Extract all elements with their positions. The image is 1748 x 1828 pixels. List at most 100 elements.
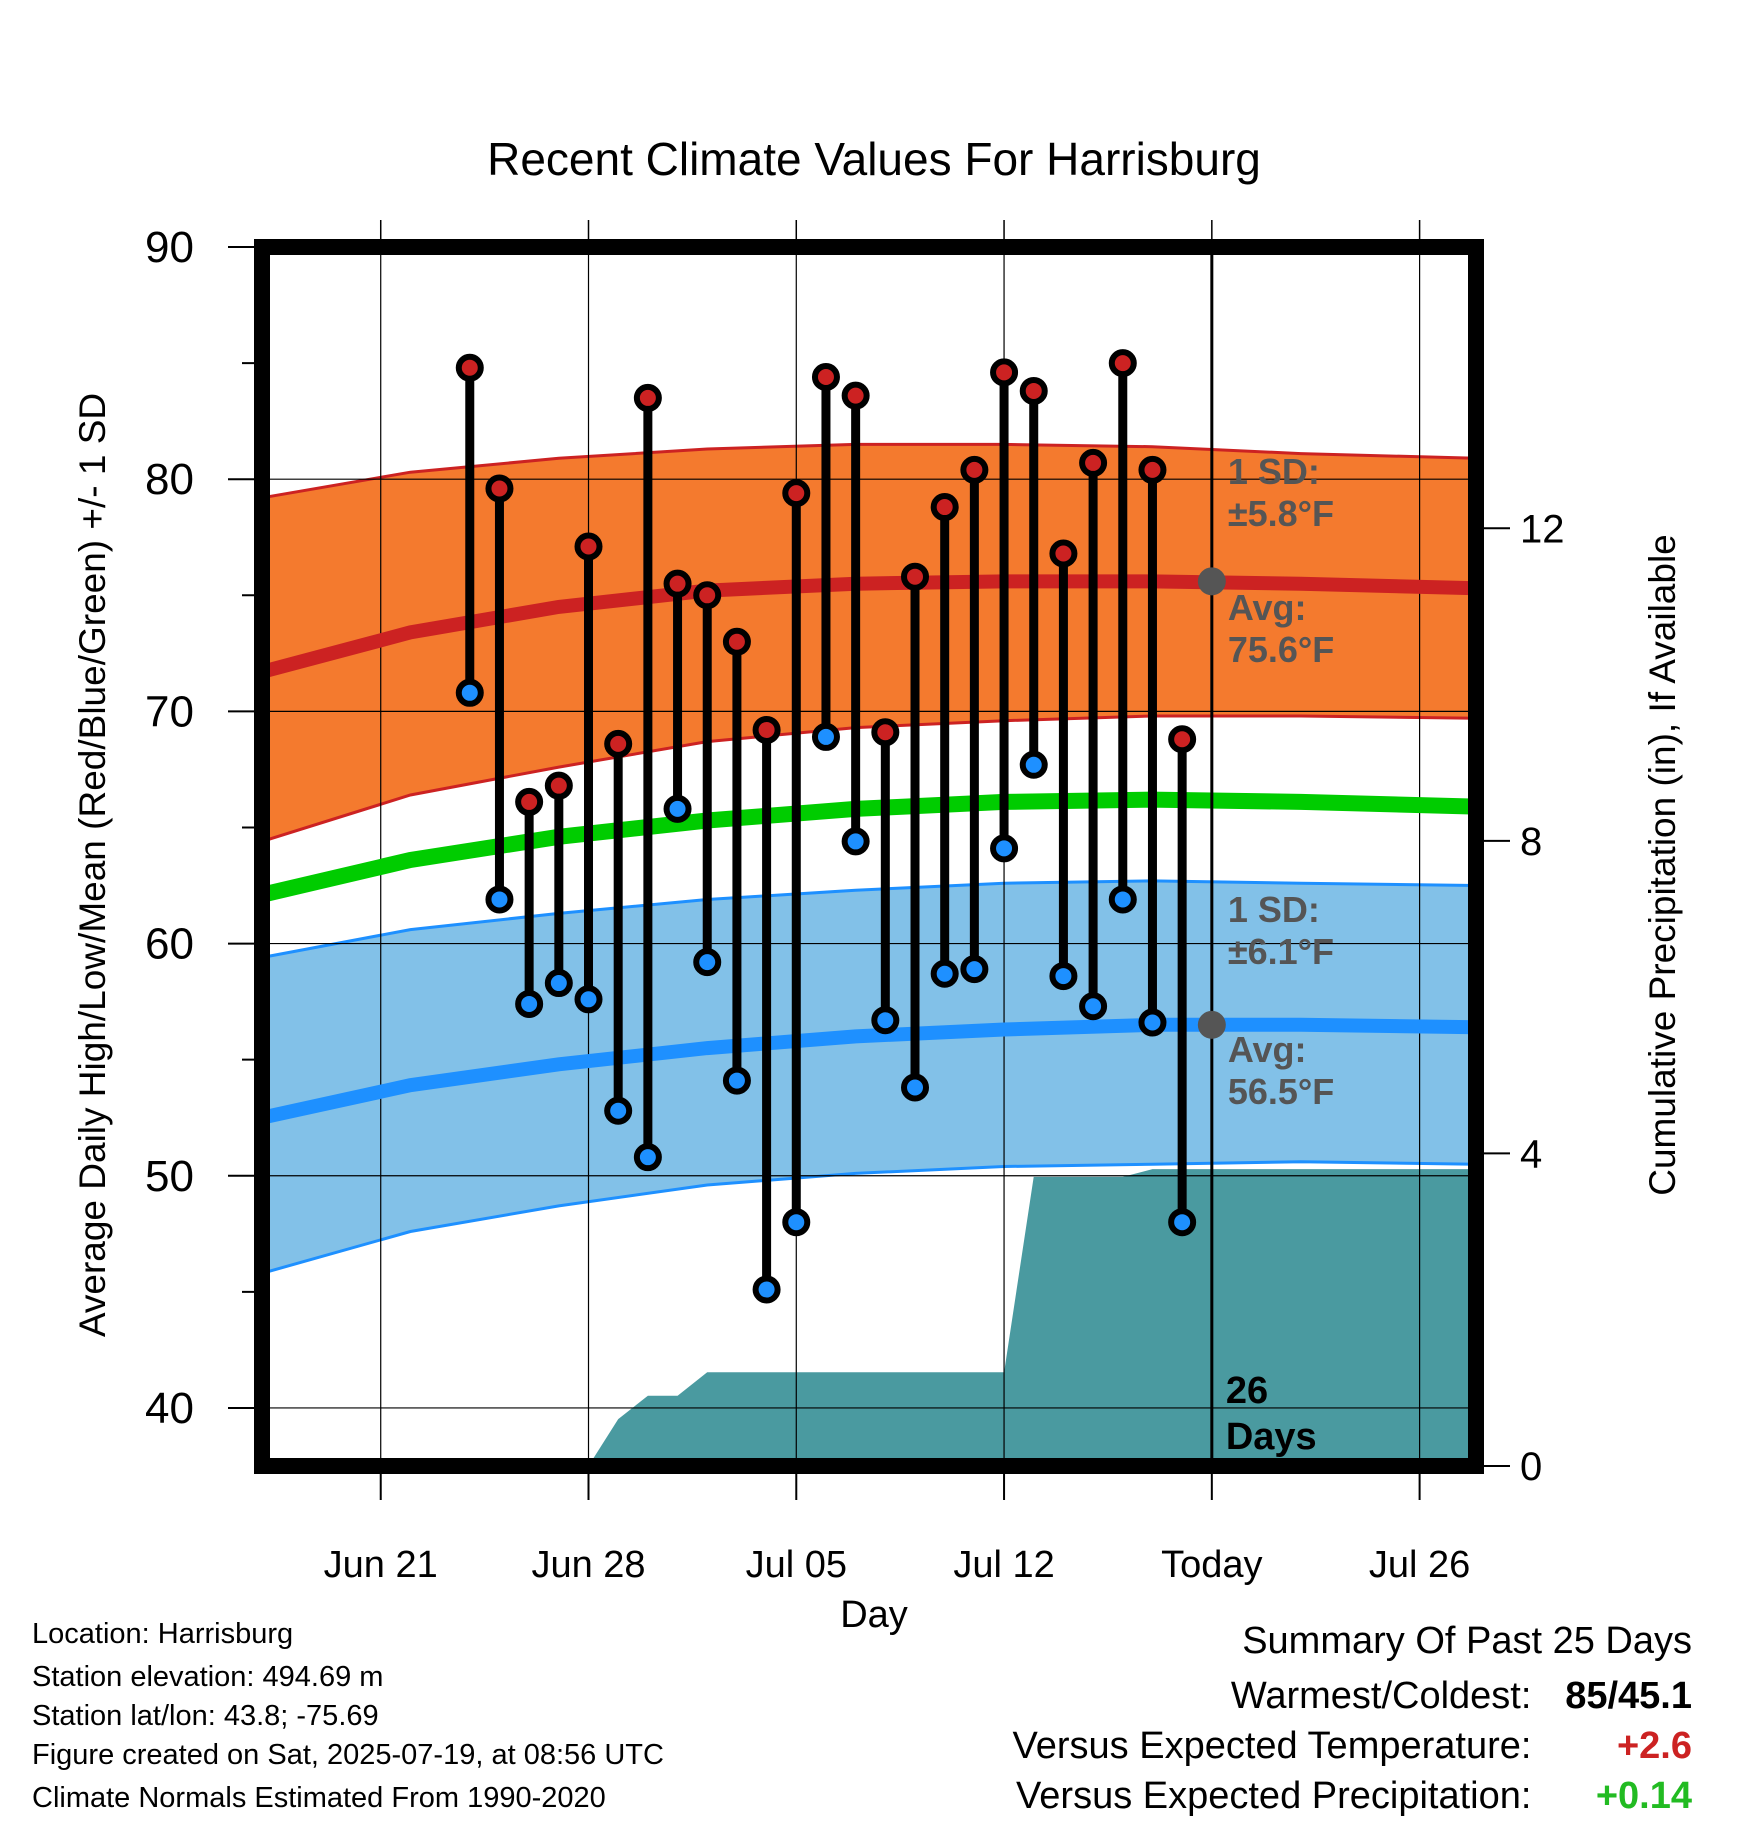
high-point bbox=[1138, 455, 1167, 484]
low-sd-lower-line bbox=[261, 1160, 1477, 1275]
low-point bbox=[604, 1096, 633, 1125]
high-avg-label: Avg: bbox=[1228, 587, 1307, 628]
high-point bbox=[722, 627, 751, 656]
low-point bbox=[811, 722, 840, 751]
low-point bbox=[782, 1208, 811, 1237]
low-point bbox=[1168, 1208, 1197, 1237]
high-sd-label: 1 SD: bbox=[1228, 451, 1320, 492]
low-avg-value: 56.5°F bbox=[1228, 1071, 1334, 1112]
high-point bbox=[663, 569, 692, 598]
high-point bbox=[811, 363, 840, 392]
high-point bbox=[752, 715, 781, 744]
low-point bbox=[693, 948, 722, 977]
high-point bbox=[1108, 349, 1137, 378]
y-axis-label: Average Daily High/Low/Mean (Red/Blue/Gr… bbox=[72, 393, 113, 1337]
high-point bbox=[1168, 725, 1197, 754]
low-point bbox=[633, 1143, 662, 1172]
precip-area bbox=[588, 1169, 1476, 1466]
y-tick-label: 90 bbox=[145, 223, 194, 272]
high-point bbox=[782, 479, 811, 508]
days-count: 26 bbox=[1226, 1370, 1268, 1412]
y-tick-label: 80 bbox=[145, 455, 194, 504]
days-word: Days bbox=[1226, 1416, 1317, 1458]
x-tick-label: Today bbox=[1161, 1544, 1262, 1586]
today-high-avg-marker bbox=[1197, 567, 1226, 596]
summary-temp-label: Versus Expected Temperature: bbox=[1012, 1725, 1532, 1767]
high-point bbox=[574, 532, 603, 561]
high-point bbox=[871, 718, 900, 747]
plot-frame bbox=[254, 239, 1484, 1474]
low-point bbox=[663, 794, 692, 823]
y-tick-label: 40 bbox=[145, 1384, 194, 1433]
x-tick-label: Jun 21 bbox=[324, 1544, 438, 1586]
x-tick-label: Jul 12 bbox=[953, 1544, 1054, 1586]
high-point bbox=[693, 581, 722, 610]
high-point bbox=[960, 455, 989, 484]
high-sd-band bbox=[262, 444, 1476, 842]
high-point bbox=[930, 493, 959, 522]
low-point bbox=[485, 885, 514, 914]
high-point bbox=[515, 787, 544, 816]
summary-precip-value: +0.14 bbox=[1595, 1775, 1692, 1817]
low-point bbox=[1079, 992, 1108, 1021]
low-sd-label: 1 SD: bbox=[1228, 889, 1320, 930]
low-point bbox=[960, 955, 989, 984]
low-sd-value: ±6.1°F bbox=[1228, 931, 1334, 972]
low-point bbox=[722, 1066, 751, 1095]
low-point bbox=[544, 969, 573, 998]
low-normal-line bbox=[260, 1017, 1477, 1125]
info-elevation: Station elevation: 494.69 m bbox=[32, 1661, 384, 1693]
low-avg-label: Avg: bbox=[1228, 1029, 1307, 1070]
y2-axis-label: Cumulative Precipitation (in), If Availa… bbox=[1642, 534, 1683, 1196]
low-point bbox=[871, 1006, 900, 1035]
high-point bbox=[455, 353, 484, 382]
low-point bbox=[841, 827, 870, 856]
low-point bbox=[1108, 885, 1137, 914]
high-point bbox=[1019, 376, 1048, 405]
low-point bbox=[1019, 750, 1048, 779]
high-point bbox=[633, 383, 662, 412]
info-created: Figure created on Sat, 2025-07-19, at 08… bbox=[32, 1739, 664, 1771]
x-tick-label: Jun 28 bbox=[531, 1544, 645, 1586]
high-sd-value: ±5.8°F bbox=[1228, 493, 1334, 534]
info-normals: Climate Normals Estimated From 1990-2020 bbox=[32, 1782, 606, 1814]
summary-warm-cold: Warmest/Coldest: 85/45.1 bbox=[1231, 1675, 1692, 1718]
y2-tick-label: 4 bbox=[1520, 1132, 1542, 1176]
x-axis-label: Day bbox=[840, 1594, 908, 1636]
y-tick-label: 50 bbox=[145, 1152, 194, 1201]
summary-temp: Versus Expected Temperature: +2.6 bbox=[1013, 1725, 1692, 1768]
high-avg-value: 75.6°F bbox=[1228, 629, 1334, 670]
chart-title: Recent Climate Values For Harrisburg bbox=[487, 133, 1261, 185]
info-latlon: Station lat/lon: 43.8; -75.69 bbox=[32, 1700, 379, 1732]
high-point bbox=[485, 474, 514, 503]
summary-warm-cold-label: Warmest/Coldest: bbox=[1230, 1675, 1532, 1717]
y-tick-label: 60 bbox=[145, 920, 194, 969]
y2-tick-label: 0 bbox=[1520, 1445, 1542, 1489]
y2-tick-label: 12 bbox=[1520, 507, 1565, 551]
low-point bbox=[515, 989, 544, 1018]
high-point bbox=[604, 729, 633, 758]
x-tick-label: Jul 05 bbox=[746, 1544, 847, 1586]
today-low-avg-marker bbox=[1197, 1010, 1226, 1039]
low-point bbox=[1049, 962, 1078, 991]
high-point bbox=[1079, 448, 1108, 477]
y2-tick-label: 8 bbox=[1520, 820, 1542, 864]
summary-title: Summary Of Past 25 Days bbox=[1242, 1620, 1692, 1662]
low-point bbox=[574, 985, 603, 1014]
low-point bbox=[990, 834, 1019, 863]
low-point bbox=[752, 1275, 781, 1304]
summary-warm-cold-value: 85/45.1 bbox=[1565, 1675, 1692, 1717]
high-point bbox=[1049, 539, 1078, 568]
low-point bbox=[455, 678, 484, 707]
low-sd-upper-line bbox=[261, 879, 1477, 959]
x-tick-label: Jul 26 bbox=[1369, 1544, 1470, 1586]
low-point bbox=[901, 1073, 930, 1102]
high-point bbox=[544, 771, 573, 800]
high-point bbox=[841, 381, 870, 410]
info-location: Location: Harrisburg bbox=[32, 1618, 294, 1650]
summary-precip: Versus Expected Precipitation: +0.14 bbox=[1016, 1775, 1692, 1818]
low-point bbox=[930, 959, 959, 988]
summary-precip-label: Versus Expected Precipitation: bbox=[1016, 1775, 1532, 1817]
